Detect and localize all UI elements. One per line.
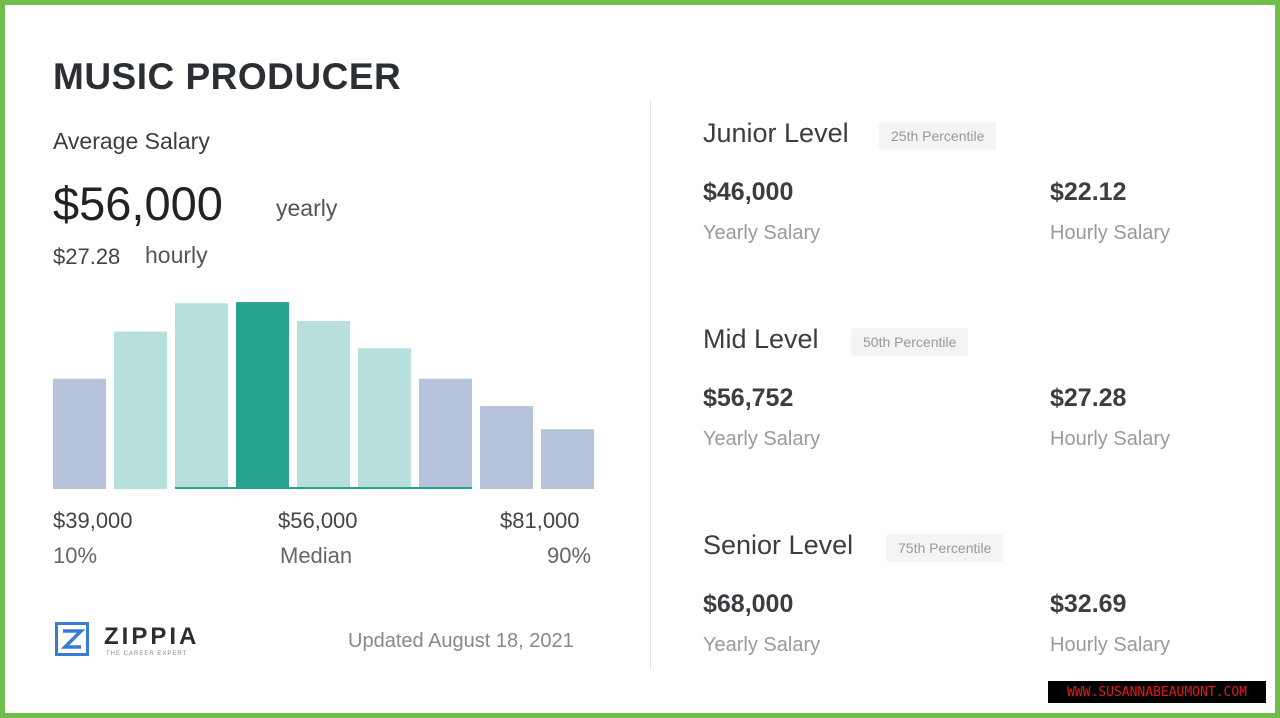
average-hourly-value: $27.28 [53, 244, 121, 269]
junior-yearly-value: $46,000 [703, 178, 794, 206]
junior-percentile-badge: 25th Percentile [879, 122, 997, 150]
axis-label-median: $56,000 [278, 508, 358, 533]
histogram-bar-7 [419, 378, 472, 489]
senior-yearly-label: Yearly Salary [703, 634, 821, 656]
column-divider [650, 100, 651, 670]
zippia-logo-text: ZIPPIA [104, 623, 200, 650]
axis-label-low: $39,000 [53, 508, 133, 533]
zippia-logo-icon [55, 622, 89, 656]
histogram-bar-5 [297, 321, 350, 489]
website-watermark: WWW.SUSANNABEAUMONT.COM [1048, 681, 1266, 703]
junior-hourly-label: Hourly Salary [1050, 222, 1171, 244]
junior-level-title: Junior Level [703, 118, 849, 148]
histogram-bar-1 [53, 378, 106, 489]
mid-hourly-label: Hourly Salary [1050, 428, 1171, 450]
median-range-baseline [175, 487, 472, 489]
senior-level-title: Senior Level [703, 530, 854, 560]
mid-level-title: Mid Level [703, 324, 819, 354]
histogram-bar-2 [114, 331, 167, 489]
average-yearly-value: $56,000 [53, 177, 223, 230]
senior-yearly-value: $68,000 [703, 590, 794, 618]
senior-percentile-badge: 75th Percentile [886, 534, 1004, 562]
mid-hourly-value: $27.28 [1050, 384, 1127, 412]
histogram-bar-3 [175, 303, 228, 489]
histogram-bar-4 [236, 302, 289, 489]
histogram-bar-6 [358, 348, 411, 489]
senior-hourly-label: Hourly Salary [1050, 634, 1171, 656]
senior-hourly-value: $32.69 [1050, 590, 1127, 618]
mid-percentile-badge: 50th Percentile [851, 328, 969, 356]
junior-hourly-value: $22.12 [1050, 178, 1127, 206]
mid-yearly-label: Yearly Salary [703, 428, 821, 450]
salary-distribution-chart [53, 302, 594, 489]
axis-sub-median: Median [280, 543, 353, 568]
average-yearly-label: yearly [276, 195, 338, 221]
average-salary-label: Average Salary [53, 128, 210, 154]
zippia-logo-tagline: THE CAREER EXPERT [106, 651, 188, 657]
updated-date: Updated August 18, 2021 [348, 630, 574, 652]
histogram-bar-9 [541, 429, 594, 489]
average-hourly-label: hourly [145, 242, 208, 268]
junior-yearly-label: Yearly Salary [703, 222, 821, 244]
axis-sub-high: 90% [547, 543, 592, 568]
mid-yearly-value: $56,752 [703, 384, 794, 412]
axis-sub-low: 10% [53, 543, 98, 568]
page-title: MUSIC PRODUCER [53, 56, 402, 97]
histogram-bar-8 [480, 406, 533, 489]
axis-label-high: $81,000 [500, 508, 580, 533]
